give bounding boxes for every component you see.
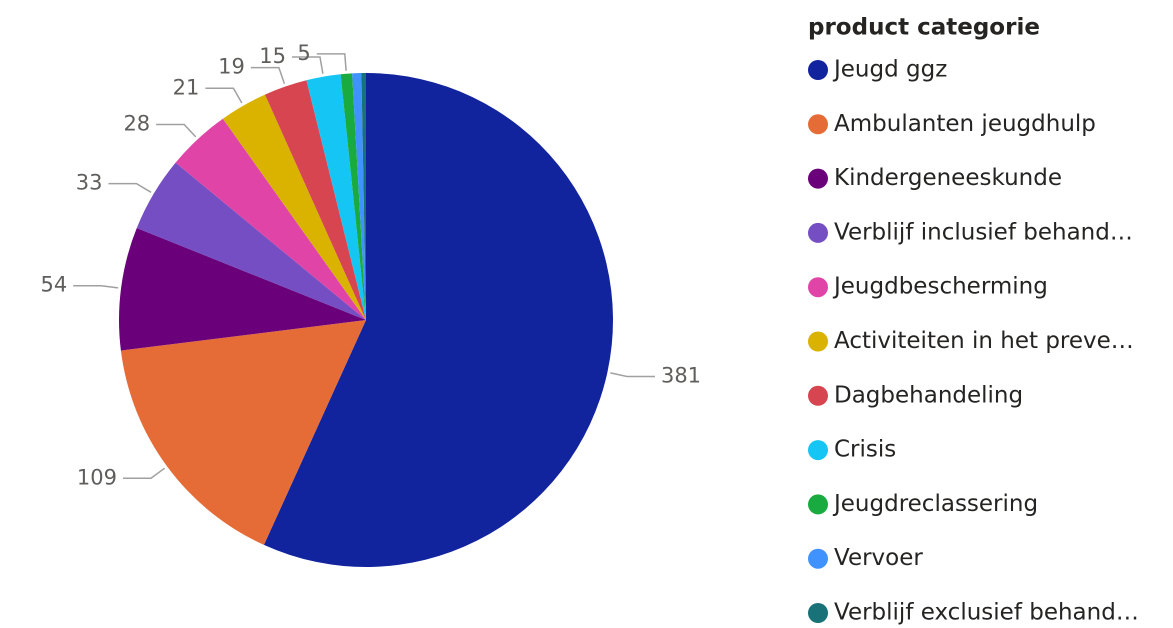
pie-slice (352, 73, 366, 321)
legend-marker (808, 60, 828, 80)
legend-label: Jeugdbescherming (832, 274, 1048, 300)
legend-marker (808, 168, 828, 189)
legend-marker (808, 331, 828, 352)
data-label: 33 (76, 171, 103, 195)
legend-label: Vervoer (834, 545, 923, 571)
data-label: 21 (173, 75, 200, 99)
legend-label: Dagbehandeling (834, 382, 1023, 408)
data-label: 109 (77, 465, 117, 489)
leader-line (316, 53, 347, 71)
leader-line (291, 56, 324, 74)
data-label: 15 (259, 44, 286, 68)
legend-label: Crisis (834, 437, 896, 463)
leader-line (156, 123, 197, 138)
leader-line (108, 182, 152, 193)
leader-line (122, 467, 166, 480)
pie-slice (175, 118, 366, 320)
pie-slice (361, 73, 366, 320)
legend-label: Jeugdreclassering (832, 491, 1038, 517)
leader-line (250, 66, 286, 84)
legend-label: Kindergeneeskunde (834, 165, 1062, 191)
legend-marker (808, 548, 828, 569)
legend-marker (808, 494, 828, 515)
pie-slice (340, 73, 366, 320)
leader-line (205, 87, 243, 104)
legend-marker (808, 603, 828, 623)
legend-marker (808, 114, 828, 135)
pie-slice (263, 73, 613, 567)
leader-line (610, 372, 655, 378)
data-label: 5 (297, 41, 310, 65)
legend-marker (808, 440, 828, 461)
pie-slice (306, 74, 366, 320)
data-label: 19 (218, 55, 245, 79)
legend-label: Ambulanten jeugdhulp (834, 111, 1096, 137)
data-label: 28 (123, 111, 150, 135)
legend-marker (808, 385, 828, 406)
pie-slice (119, 228, 366, 351)
legend-label: Verblijf exclusief behand… (834, 600, 1139, 626)
data-label: 54 (40, 273, 67, 297)
leader-line (73, 284, 119, 289)
legend-label: Activiteiten in het preve… (834, 328, 1134, 354)
data-label: 381 (661, 363, 701, 387)
pie-slice (120, 320, 366, 545)
pie-slice (136, 162, 366, 320)
legend-label: Verblijf inclusief behand… (834, 219, 1133, 245)
legend-marker (808, 222, 828, 243)
legend-title: product categorie (808, 15, 1040, 41)
pie-slice (264, 80, 366, 320)
legend-label: Jeugd ggz (832, 57, 947, 83)
legend-marker (808, 277, 828, 298)
pie-slice (222, 94, 366, 320)
